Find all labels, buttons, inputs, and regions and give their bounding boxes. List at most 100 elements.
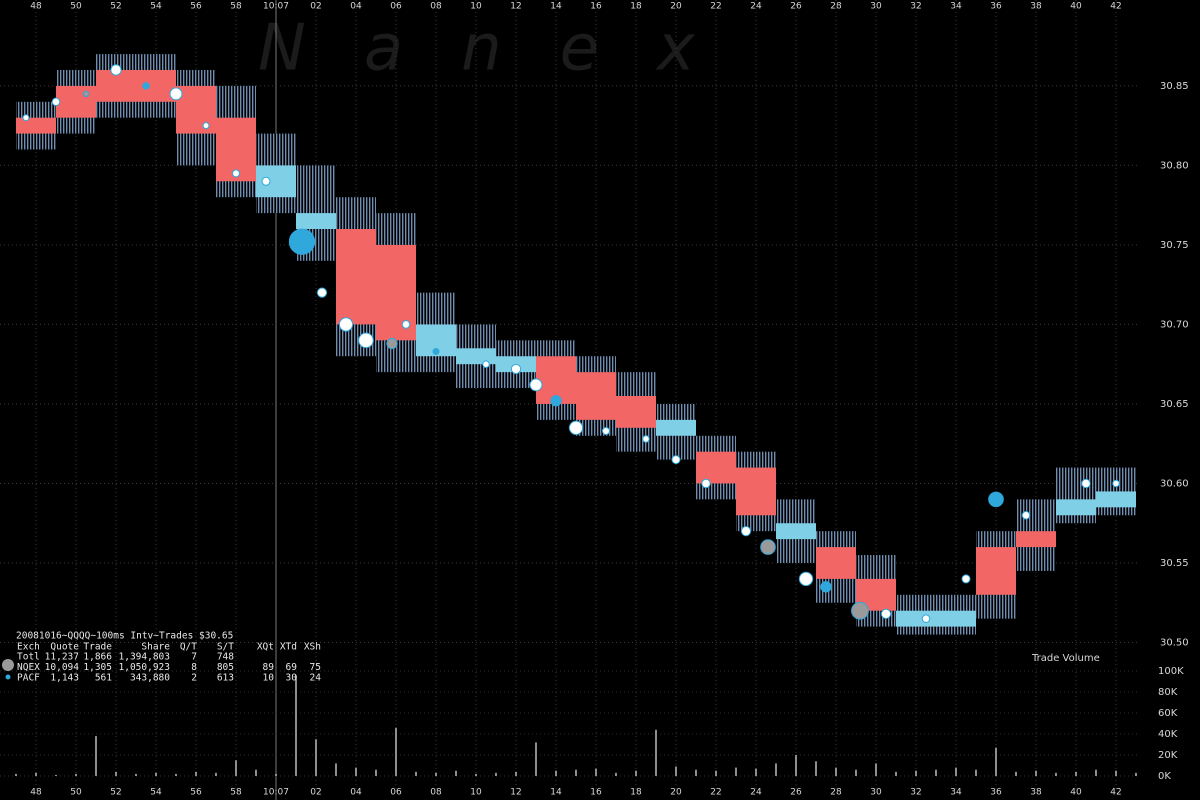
volume-bar xyxy=(515,771,517,776)
volume-bar xyxy=(315,739,317,776)
x-tick-label-bottom: 48 xyxy=(30,788,42,798)
trade xyxy=(316,287,328,298)
x-tick-label-top: 54 xyxy=(150,2,162,12)
volume-bar xyxy=(275,773,277,776)
volume-bar xyxy=(735,767,737,776)
plot xyxy=(15,54,1137,776)
x-tick-label-top: 38 xyxy=(1030,2,1042,12)
y-tick-label: 30.70 xyxy=(1160,319,1189,330)
stats-cell: 24 xyxy=(310,673,322,684)
volume-bar xyxy=(855,769,857,776)
trade xyxy=(169,87,183,101)
volume-tick-label: 20K xyxy=(1158,750,1178,761)
x-tick-label-top: 08 xyxy=(430,2,442,12)
x-tick-label-bottom: 54 xyxy=(150,788,162,798)
y-tick-label: 30.50 xyxy=(1160,638,1189,649)
volume-bar xyxy=(1075,771,1077,776)
x-tick-label-bottom: 16 xyxy=(590,788,602,798)
volume-tick-label: 60K xyxy=(1158,708,1178,719)
volume-bar xyxy=(195,771,197,776)
x-tick-label-bottom: 56 xyxy=(190,788,202,798)
x-tick-label-top: 26 xyxy=(790,2,802,12)
stats-header: Share xyxy=(141,642,170,653)
volume-tick-label: 100K xyxy=(1158,666,1184,677)
stats-title: 20081016~QQQQ~100ms Intv~Trades $30.65 xyxy=(16,631,233,642)
stats-table: 20081016~QQQQ~100ms Intv~Trades $30.65Ex… xyxy=(2,631,321,684)
volume-bar xyxy=(1135,772,1137,776)
stats-cell: 1,305 xyxy=(83,662,112,673)
volume-bar xyxy=(1015,771,1017,776)
stats-header: S/T xyxy=(217,642,234,653)
trade xyxy=(110,64,122,76)
x-tick-label-bottom: 12 xyxy=(510,788,521,798)
trade xyxy=(601,426,611,436)
stats-header: XSh xyxy=(304,642,321,653)
volume-bar xyxy=(35,772,37,776)
trade xyxy=(1081,478,1091,489)
trade xyxy=(880,608,892,619)
x-tick-label-bottom: 04 xyxy=(350,788,362,798)
stats-cell: 748 xyxy=(217,652,234,663)
trade xyxy=(510,363,522,375)
trade xyxy=(51,97,61,107)
stats-cell: 8 xyxy=(191,662,197,673)
stats-header: Quote xyxy=(50,642,79,653)
stats-cell: PACF xyxy=(17,673,40,684)
x-tick-label-bottom: 14 xyxy=(550,788,562,798)
volume-bar xyxy=(675,766,677,776)
volume-bar xyxy=(655,729,657,776)
x-tick-label-top: 04 xyxy=(350,2,362,12)
trade xyxy=(338,317,354,332)
volume-bar xyxy=(1115,770,1117,776)
x-tick-label-top: 10 xyxy=(470,2,482,12)
volume-bar xyxy=(715,770,717,776)
trade xyxy=(988,491,1004,508)
quote-spread xyxy=(776,523,816,540)
quote-spread xyxy=(56,85,96,118)
stats-cell: 75 xyxy=(310,662,321,673)
trade xyxy=(701,478,711,489)
x-tick-label-bottom: 36 xyxy=(990,788,1002,798)
volume-bar xyxy=(555,770,557,776)
stats-cell: Totl xyxy=(17,652,40,663)
quote-spread xyxy=(576,372,616,420)
x-tick-label-bottom: 58 xyxy=(230,788,242,798)
volume-bar xyxy=(1035,770,1037,776)
trade xyxy=(642,435,650,443)
x-tick-label-top: 36 xyxy=(990,2,1002,12)
trade xyxy=(288,228,316,255)
x-tick-label-bottom: 40 xyxy=(1070,788,1082,798)
quote-spread xyxy=(936,610,976,627)
trade xyxy=(358,332,374,349)
volume-bar xyxy=(55,774,57,776)
volume-bar xyxy=(15,773,17,776)
stats-cell: 1,866 xyxy=(83,652,112,663)
quote-spread xyxy=(456,348,496,365)
x-tick-label-bottom: 50 xyxy=(70,788,82,798)
trade xyxy=(401,320,411,329)
trade xyxy=(386,337,398,350)
stats-cell: 10 xyxy=(263,673,275,684)
volume-bar xyxy=(335,763,337,776)
volume-bar xyxy=(135,773,137,776)
volume-bar xyxy=(95,736,97,776)
volume-bar xyxy=(955,767,957,776)
x-tick-label-bottom: 24 xyxy=(750,788,762,798)
labels: 48 48 50 50 52 52 54 54 56 56 58 58 10:07 10:07 02 02 04… xyxy=(30,2,1188,798)
x-tick-label-top: 58 xyxy=(230,2,242,12)
volume-bar xyxy=(395,727,397,776)
x-tick-label-bottom: 34 xyxy=(950,788,962,798)
trade xyxy=(760,539,776,555)
x-tick-label-bottom: 20 xyxy=(670,788,682,798)
trade xyxy=(550,395,562,407)
volume-bar xyxy=(775,763,777,776)
stats-cell: 30 xyxy=(286,673,298,684)
volume-bar xyxy=(695,769,697,776)
quote-spread xyxy=(296,213,336,230)
quote-spread xyxy=(376,244,416,341)
trade xyxy=(231,169,241,178)
volume-bar xyxy=(595,768,597,776)
x-tick-label-bottom: 22 xyxy=(710,788,721,798)
stats-header: Exch xyxy=(17,642,40,653)
